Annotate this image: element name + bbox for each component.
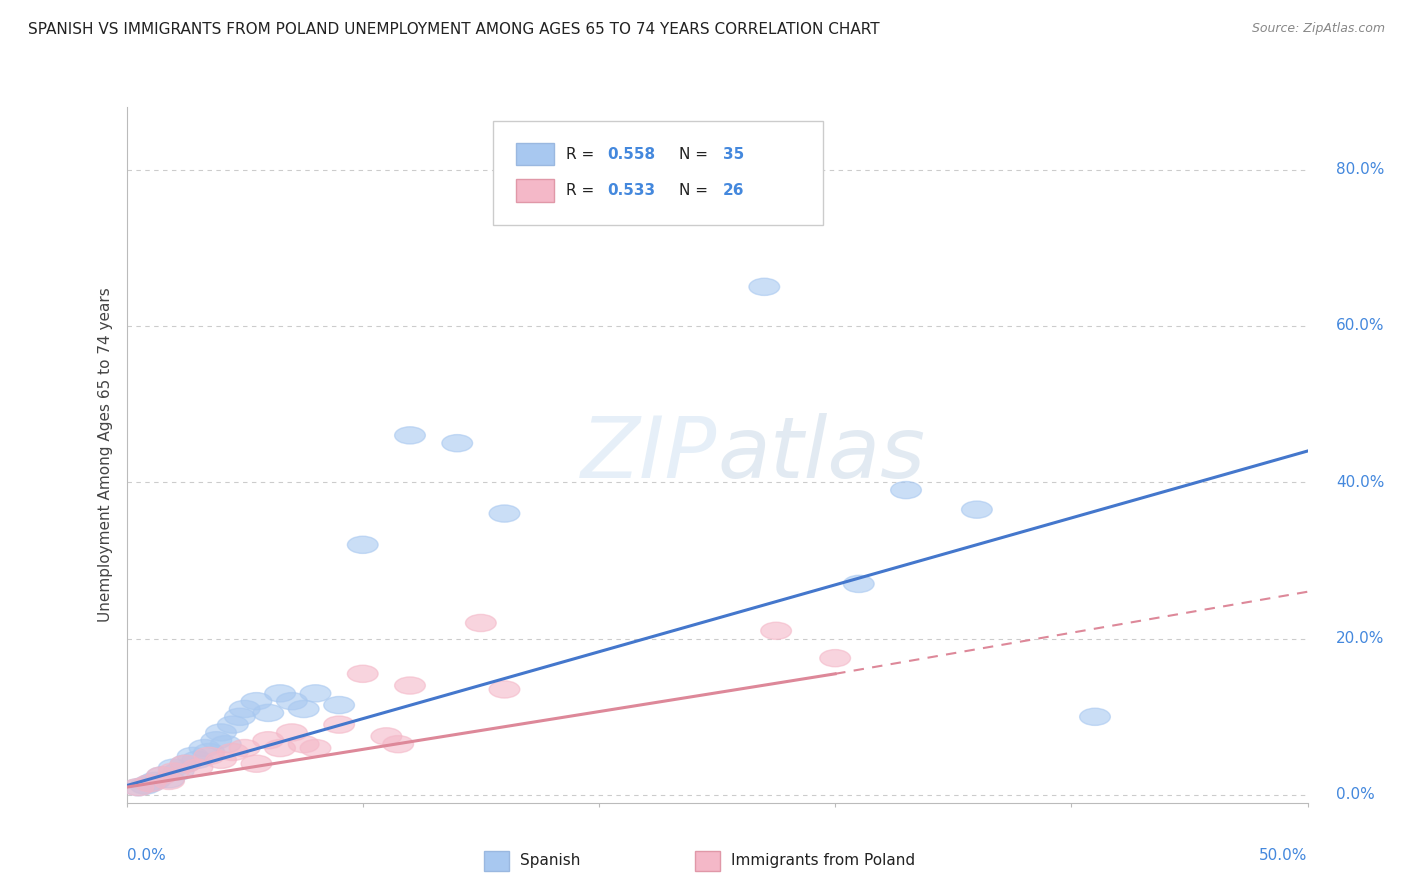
Ellipse shape [170, 756, 201, 772]
Ellipse shape [225, 708, 256, 725]
Text: R =: R = [565, 183, 599, 198]
Ellipse shape [181, 759, 212, 776]
Ellipse shape [299, 739, 330, 756]
Ellipse shape [240, 692, 271, 710]
Ellipse shape [135, 774, 166, 792]
Ellipse shape [240, 756, 271, 772]
Ellipse shape [194, 743, 225, 761]
Text: N =: N = [679, 183, 713, 198]
Ellipse shape [962, 501, 993, 518]
Ellipse shape [264, 739, 295, 756]
Ellipse shape [181, 751, 212, 768]
Ellipse shape [489, 505, 520, 522]
Text: Source: ZipAtlas.com: Source: ZipAtlas.com [1251, 22, 1385, 36]
Ellipse shape [163, 763, 194, 780]
Ellipse shape [218, 716, 249, 733]
Ellipse shape [382, 736, 413, 753]
Ellipse shape [229, 700, 260, 717]
Ellipse shape [288, 736, 319, 753]
Ellipse shape [159, 763, 190, 780]
Ellipse shape [441, 434, 472, 451]
Ellipse shape [299, 685, 330, 702]
Ellipse shape [153, 771, 184, 788]
Ellipse shape [323, 716, 354, 733]
Ellipse shape [135, 774, 166, 792]
Ellipse shape [347, 665, 378, 682]
Text: SPANISH VS IMMIGRANTS FROM POLAND UNEMPLOYMENT AMONG AGES 65 TO 74 YEARS CORRELA: SPANISH VS IMMIGRANTS FROM POLAND UNEMPL… [28, 22, 880, 37]
Text: 35: 35 [723, 147, 744, 161]
Ellipse shape [489, 681, 520, 698]
Text: 50.0%: 50.0% [1260, 848, 1308, 863]
FancyBboxPatch shape [516, 144, 554, 166]
Ellipse shape [194, 747, 225, 764]
Ellipse shape [170, 756, 201, 772]
Ellipse shape [139, 772, 170, 789]
Ellipse shape [253, 731, 284, 749]
Ellipse shape [177, 747, 208, 764]
Ellipse shape [131, 777, 160, 794]
Ellipse shape [146, 767, 177, 784]
Text: 80.0%: 80.0% [1336, 162, 1385, 178]
Text: 0.533: 0.533 [607, 183, 655, 198]
Ellipse shape [395, 426, 426, 444]
Ellipse shape [159, 759, 190, 776]
Ellipse shape [1080, 708, 1111, 725]
Y-axis label: Unemployment Among Ages 65 to 74 years: Unemployment Among Ages 65 to 74 years [97, 287, 112, 623]
Text: 0.0%: 0.0% [127, 848, 166, 863]
Ellipse shape [371, 728, 402, 745]
Text: ZIP: ZIP [581, 413, 717, 497]
Ellipse shape [153, 772, 184, 789]
Ellipse shape [890, 482, 921, 499]
Text: 60.0%: 60.0% [1336, 318, 1385, 334]
Ellipse shape [277, 692, 308, 710]
Text: R =: R = [565, 147, 599, 161]
Ellipse shape [122, 779, 153, 796]
FancyBboxPatch shape [516, 179, 554, 202]
Ellipse shape [205, 751, 236, 768]
Ellipse shape [146, 767, 177, 784]
Ellipse shape [395, 677, 426, 694]
Ellipse shape [761, 623, 792, 640]
Ellipse shape [323, 697, 354, 714]
Text: 40.0%: 40.0% [1336, 475, 1385, 490]
Ellipse shape [288, 700, 319, 717]
Ellipse shape [277, 723, 308, 741]
Ellipse shape [253, 705, 284, 722]
Text: 0.0%: 0.0% [1336, 788, 1375, 803]
FancyBboxPatch shape [492, 121, 824, 226]
Ellipse shape [264, 685, 295, 702]
Ellipse shape [229, 739, 260, 756]
Ellipse shape [218, 743, 249, 761]
Ellipse shape [201, 731, 232, 749]
Ellipse shape [844, 575, 875, 592]
Text: Spanish: Spanish [520, 854, 581, 868]
Ellipse shape [347, 536, 378, 553]
Text: atlas: atlas [717, 413, 925, 497]
Text: Immigrants from Poland: Immigrants from Poland [731, 854, 915, 868]
Text: 20.0%: 20.0% [1336, 632, 1385, 646]
Text: N =: N = [679, 147, 713, 161]
Ellipse shape [211, 736, 240, 753]
Ellipse shape [820, 649, 851, 667]
Text: 0.558: 0.558 [607, 147, 655, 161]
Ellipse shape [205, 723, 236, 741]
Ellipse shape [465, 615, 496, 632]
Text: 26: 26 [723, 183, 744, 198]
Ellipse shape [122, 779, 153, 796]
Ellipse shape [190, 739, 219, 756]
Ellipse shape [749, 278, 780, 295]
